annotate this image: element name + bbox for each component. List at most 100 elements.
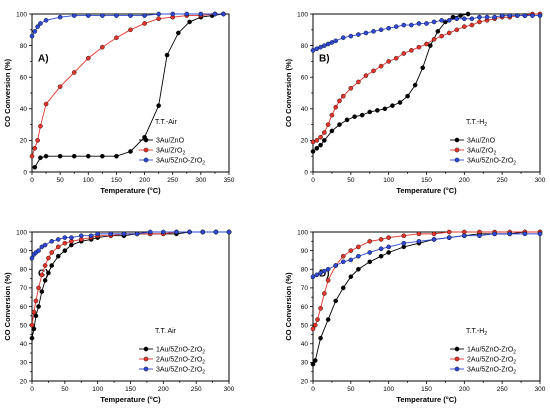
data-point [221,11,226,17]
data-point [310,274,316,280]
series-line [31,231,229,339]
legend-swatch-marker [454,147,460,153]
x-tick-label: 250 [497,177,508,184]
data-point [170,11,176,17]
legend-label: 1Au/5ZnO-ZrO2 [467,346,516,355]
data-point [337,98,342,104]
legend-swatch-marker [143,157,149,163]
data-point [530,13,535,18]
panel-annotation: T.T.-Air [155,119,177,126]
x-tick-label: 250 [191,386,202,393]
y-tick-label: 100 [16,11,27,18]
data-point [161,229,166,235]
legend-swatch-marker [454,157,460,163]
data-point [156,16,161,22]
data-point [57,14,63,20]
panel-label: B) [319,53,330,64]
data-point [187,19,192,25]
data-point [318,142,323,148]
data-point [322,268,327,274]
data-point [325,278,331,283]
y-tick-label: 80 [301,267,309,274]
data-point [412,82,418,88]
data-point [310,149,316,154]
data-point [325,122,331,127]
data-point [409,22,414,28]
data-point [333,263,339,268]
y-tick-label: 90 [20,248,28,255]
data-point [95,231,100,237]
data-point [32,145,38,151]
data-point [310,361,316,367]
data-point [62,240,68,246]
data-point [33,313,39,319]
legend-label: 3Au/ZnO [467,137,496,144]
data-point [114,13,119,18]
x-tick-label: 0 [30,386,34,393]
panel-label: D) [319,269,330,280]
data-point [450,14,456,20]
x-tick-label: 0 [30,177,34,184]
data-point [378,63,384,69]
legend-swatch-marker [454,137,460,143]
data-point [401,233,407,239]
data-point [390,103,395,108]
data-point [318,335,323,341]
data-point [318,134,323,140]
series-2 [29,11,226,159]
legend-label: 3Au/5ZnO-ZrO2 [467,366,516,375]
panel-annotation: T.T.-H2 [466,328,487,337]
data-point [42,242,48,248]
data-point [477,233,482,239]
data-point [35,24,40,29]
y-tick-label: 30 [20,360,28,367]
data-point [100,153,105,159]
series-3 [29,11,226,39]
legend-label: 3Au/5ZnO-ZrO2 [467,157,516,166]
data-point [443,19,448,25]
y-tick-label: 60 [20,304,28,311]
data-point [43,18,49,23]
y-tick-label: 30 [301,360,309,367]
data-point [492,231,497,237]
y-tick-label: 20 [301,378,309,385]
series-line [312,13,540,143]
chart-panel-3: 0 50 100 150 200 250 300 20 30 40 50 60 70 80 90 100 Tem… [3,229,235,404]
x-tick-label: 50 [61,386,69,393]
data-point [85,153,91,159]
data-point [401,51,407,56]
data-point [340,259,346,265]
data-point [55,237,61,242]
x-tick-label: 350 [224,177,235,184]
data-point [213,229,219,235]
x-tick-label: 100 [83,177,94,184]
data-point [484,14,490,20]
y-tick-label: 80 [20,267,28,274]
data-point [356,253,361,259]
data-point [393,55,399,61]
data-point [46,270,51,276]
data-point [314,138,320,143]
x-tick-label: 300 [224,386,235,393]
data-point [121,231,127,237]
data-point [46,255,51,261]
y-tick-label: 70 [301,285,309,292]
y-tick-label: 20 [20,138,28,145]
data-point [57,153,63,159]
data-point [100,13,105,18]
legend-label: 2Au/5ZnO-ZrO2 [156,356,205,365]
plot-frame [31,13,230,173]
legend-label: 3Au/ZnO [156,137,185,144]
data-point [340,35,346,41]
data-point [458,13,463,18]
data-point [29,33,35,39]
data-point [416,44,422,50]
data-point [71,13,77,18]
y-tick-label: 40 [20,341,28,348]
y-tick-label: 50 [20,322,28,329]
data-point [62,248,68,253]
data-point [49,250,55,255]
data-point [378,253,384,259]
data-point [312,322,318,328]
data-point [356,79,361,85]
